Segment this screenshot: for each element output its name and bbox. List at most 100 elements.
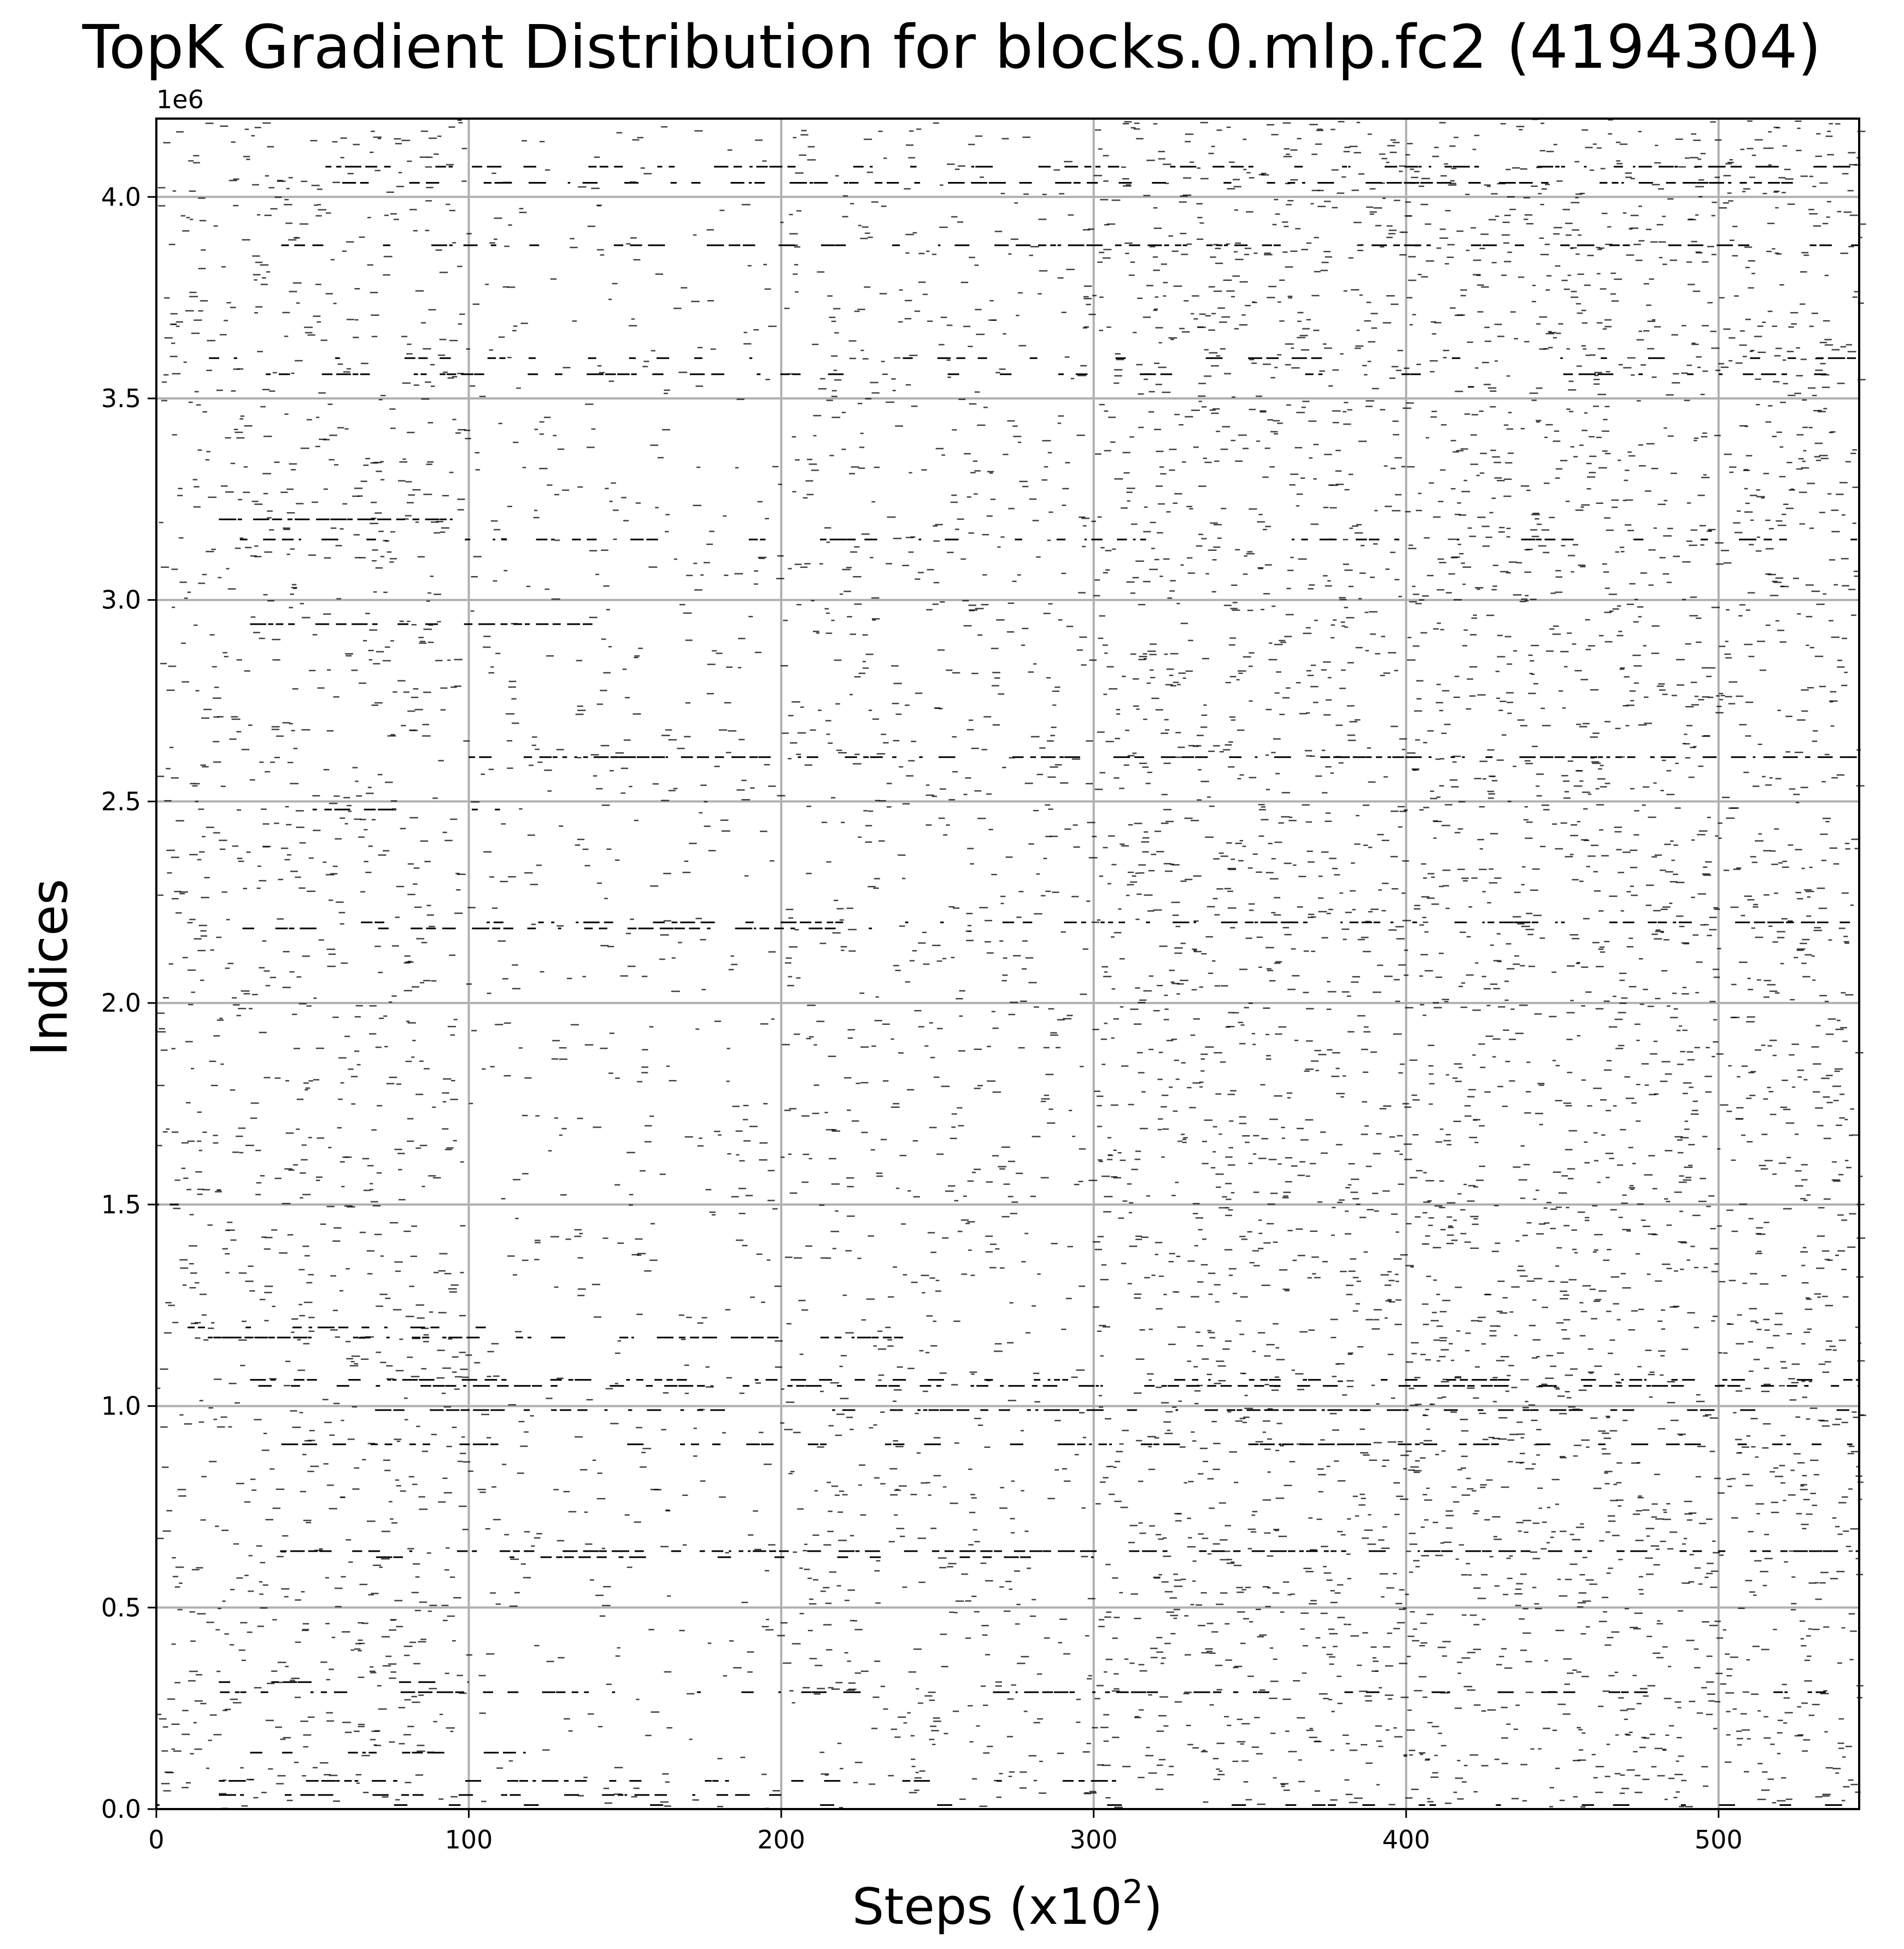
scatter-point [244,425,253,427]
scatter-point [994,1351,1003,1352]
scatter-point [1221,316,1231,318]
scatter-point [834,379,842,381]
scatter-point [789,1192,798,1194]
scatter-point [879,293,887,295]
scatter-point [466,1654,472,1656]
scatter-point [1365,406,1373,407]
scatter-point [454,1376,462,1378]
scatter-point [363,1189,371,1191]
scatter-point [389,408,396,410]
scatter-point [1197,799,1202,801]
scatter-point [172,324,177,325]
scatter-point [991,1011,995,1013]
scatter-point [1325,820,1332,822]
scatter-point [792,491,796,492]
scatter-point [1395,494,1402,496]
scatter-point [1098,1619,1105,1621]
scatter-point [289,971,295,973]
scatter-point [1296,1128,1304,1130]
scatter-point [827,295,833,297]
index-run-segment [657,1336,673,1339]
scatter-point [699,812,703,814]
index-run-segment [1004,1556,1019,1558]
index-run-segment [748,181,752,184]
scatter-point [635,502,641,504]
index-run-segment [302,1443,318,1446]
scatter-point [918,1026,924,1028]
scatter-point [171,856,180,858]
scatter-point [289,1680,295,1681]
scatter-point [1344,146,1351,148]
scatter-point [1130,653,1136,655]
index-run-segment [254,1336,268,1339]
scatter-point [671,990,680,993]
scatter-point [206,826,214,829]
scatter-point [974,1048,982,1050]
scatter-point [979,907,988,908]
scatter-point [951,956,955,959]
scatter-point [239,418,244,420]
scatter-point [446,1446,452,1447]
index-run-segment [1563,1691,1575,1693]
scatter-point [527,834,535,836]
scatter-point [438,1798,444,1800]
scatter-point [344,1205,353,1207]
scatter-point [198,268,206,269]
scatter-point [918,572,924,573]
index-run-segment [1405,1379,1417,1381]
scatter-point [263,436,272,437]
scatter-point [1356,1281,1361,1282]
scatter-point [1305,712,1310,714]
scatter-point [1202,1750,1206,1751]
scatter-point [554,494,560,496]
scatter-point [309,1430,315,1431]
scatter-point [693,1455,698,1457]
scatter-point [1331,1336,1337,1339]
scatter-point [987,1080,996,1082]
scatter-point [189,1214,194,1216]
index-run-segment [1262,244,1272,246]
index-run-segment [847,538,856,541]
scatter-point [1110,1104,1118,1106]
scatter-point [390,531,395,533]
scatter-point [966,729,974,731]
index-run-segment [1473,1443,1490,1446]
scatter-point [704,825,711,827]
index-run-segment [266,373,271,375]
scatter-point [386,551,392,553]
scatter-point [374,512,382,514]
scatter-point [1039,270,1048,272]
index-run-segment [432,1385,445,1387]
scatter-point [319,1762,329,1764]
scatter-point [232,997,237,999]
scatter-point [368,649,374,651]
scatter-point [427,156,433,158]
scatter-point [531,1545,535,1547]
scatter-point [789,1690,794,1692]
scatter-point [582,848,589,850]
scatter-point [623,520,629,521]
scatter-point [379,1293,388,1295]
scatter-point [459,1692,467,1694]
scatter-point [190,1272,197,1274]
scatter-point [712,650,717,652]
scatter-point [684,1136,693,1138]
scatter-point [655,507,659,509]
scatter-point [593,1126,602,1128]
scatter-point [971,1497,977,1499]
index-run-segment [1020,1556,1031,1558]
scatter-point [1284,934,1292,936]
scatter-point [999,1772,1003,1775]
scatter-point [444,1149,452,1150]
scatter-point [1374,509,1378,512]
scatter-point [310,1465,319,1467]
scatter-point [285,1080,290,1082]
index-run-segment [1091,538,1103,541]
scatter-point [1225,1340,1232,1342]
scatter-point [918,253,925,255]
scatter-point [175,820,184,821]
scatter-point [714,1130,720,1132]
scatter-point [335,545,342,547]
scatter-point [374,1745,382,1746]
index-run-segment [1260,921,1278,924]
